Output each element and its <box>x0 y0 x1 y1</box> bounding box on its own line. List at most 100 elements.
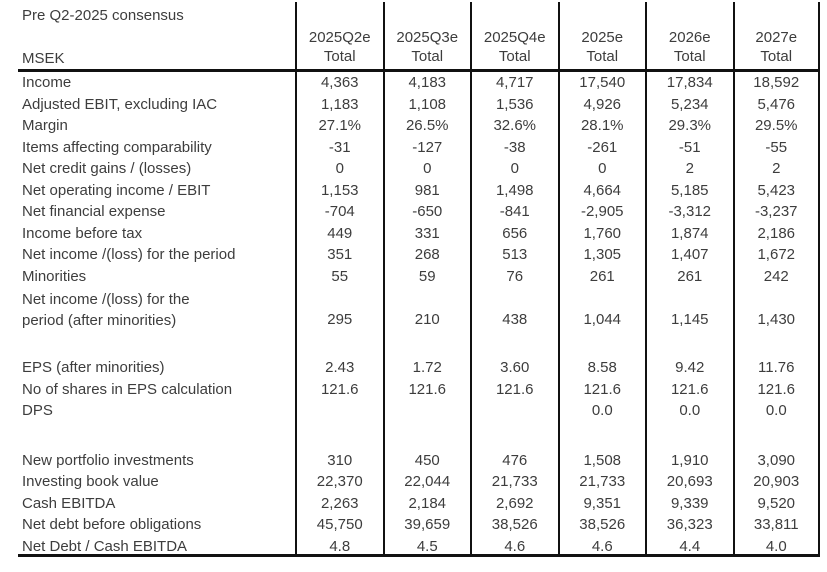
cell-value: 1,145 <box>645 287 733 331</box>
cell-value: 3.60 <box>470 357 558 379</box>
cell-value: 2,263 <box>295 492 383 514</box>
cell-value: 76 <box>470 265 558 287</box>
consensus-table: Pre Q2-2025 consensus MSEK 2025Q2e Total… <box>18 2 827 557</box>
row-label: Items affecting comparability <box>22 138 212 156</box>
cell-value: -2,905 <box>557 201 646 223</box>
cell-value: 22,370 <box>295 471 383 493</box>
table-title: Pre Q2-2025 consensus <box>22 7 184 24</box>
cell-value: -3,237 <box>732 201 820 223</box>
cell-value: 4.6 <box>557 535 645 557</box>
cell-value: 121.6 <box>557 378 646 400</box>
cell-value: 4.4 <box>645 535 733 557</box>
cell-value: 38,526 <box>557 514 646 536</box>
cell-value: 9,351 <box>557 492 646 514</box>
row-label: New portfolio investments <box>22 451 194 469</box>
cell-value: 4.8 <box>295 535 383 557</box>
cell-value <box>295 421 383 450</box>
cell-value: 438 <box>470 287 558 331</box>
table-header-label-cell: Pre Q2-2025 consensus MSEK <box>18 2 295 72</box>
column-header-2025e: 2025e Total <box>557 2 645 72</box>
cell-value: 5,476 <box>732 93 820 115</box>
cell-value: 0 <box>382 158 471 180</box>
cell-value: -55 <box>732 136 820 158</box>
column-header-2025q3e: 2025Q3e Total <box>382 2 470 72</box>
cell-value: 0 <box>557 158 646 180</box>
cell-value: 55 <box>295 265 383 287</box>
cell-value: 261 <box>557 265 646 287</box>
cell-value <box>732 331 820 357</box>
cell-value: 17,834 <box>645 72 733 94</box>
cell-value: 26.5% <box>382 115 471 137</box>
cell-value <box>645 421 733 450</box>
column-sub-label: Total <box>586 48 619 65</box>
column-sub-label: Total <box>411 48 444 65</box>
cell-value: -51 <box>645 136 733 158</box>
row-label: No of shares in EPS calculation <box>22 380 233 398</box>
cell-value <box>382 331 471 357</box>
cell-value: 21,733 <box>557 471 646 493</box>
cell-value: 2,184 <box>382 492 471 514</box>
cell-value <box>470 331 558 357</box>
cell-value: 121.6 <box>295 378 383 400</box>
row-label: Net credit gains / (losses) <box>22 160 192 177</box>
cell-value: 295 <box>295 287 383 331</box>
cell-value: 268 <box>382 244 471 266</box>
cell-value: 4,183 <box>382 72 471 94</box>
cell-value: 121.6 <box>382 378 471 400</box>
cell-value: 5,185 <box>645 179 733 201</box>
row-label: Margin <box>22 117 68 134</box>
cell-value: 310 <box>295 449 383 471</box>
column-header-2025q4e: 2025Q4e Total <box>470 2 558 72</box>
cell-value: 1,672 <box>732 244 820 266</box>
cell-value <box>557 331 646 357</box>
cell-value <box>295 331 383 357</box>
cell-value: 4.0 <box>732 535 820 557</box>
cell-value: -650 <box>382 201 471 223</box>
cell-value: -261 <box>557 136 646 158</box>
cell-value: 45,750 <box>295 514 383 536</box>
cell-value: -31 <box>295 136 383 158</box>
row-label <box>18 331 295 357</box>
cell-value: 28.1% <box>557 115 646 137</box>
column-sub-label: Total <box>760 48 793 65</box>
row-label: Net income /(loss) for the period <box>22 246 236 263</box>
cell-value: 4,664 <box>557 179 646 201</box>
cell-value: 21,733 <box>470 471 558 493</box>
cell-value: 449 <box>295 222 383 244</box>
cell-value: 121.6 <box>470 378 558 400</box>
column-period-label: 2026e <box>668 29 711 46</box>
cell-value: 261 <box>645 265 733 287</box>
cell-value: 17,540 <box>557 72 646 94</box>
row-label: Minorities <box>22 267 87 285</box>
cell-value: 29.3% <box>645 115 733 137</box>
cell-value: 210 <box>382 287 471 331</box>
cell-value: 1.72 <box>382 357 471 379</box>
cell-value: 4,717 <box>470 72 558 94</box>
cell-value: 513 <box>470 244 558 266</box>
cell-value: 20,693 <box>645 471 733 493</box>
cell-value: 59 <box>382 265 471 287</box>
cell-value: -38 <box>470 136 558 158</box>
row-label: Cash EBITDA <box>22 494 116 512</box>
cell-value: 4.5 <box>382 535 470 557</box>
cell-value: 1,498 <box>470 179 558 201</box>
cell-value: 3,090 <box>732 449 820 471</box>
cell-value: 121.6 <box>645 378 733 400</box>
cell-value: 36,323 <box>645 514 733 536</box>
cell-value: 1,508 <box>557 449 646 471</box>
column-period-label: 2025Q3e <box>396 29 459 46</box>
cell-value: 2 <box>645 158 733 180</box>
row-label: Investing book value <box>22 473 159 490</box>
column-sub-label: Total <box>673 48 706 65</box>
cell-value: 38,526 <box>470 514 558 536</box>
cell-value: 656 <box>470 222 558 244</box>
cell-value: 0 <box>470 158 558 180</box>
cell-value: 1,760 <box>557 222 646 244</box>
row-label: Net debt before obligations <box>22 516 202 533</box>
row-label: Adjusted EBIT, excluding IAC <box>22 95 218 113</box>
row-label: Net operating income / EBIT <box>22 181 211 199</box>
row-label <box>18 422 295 450</box>
cell-value: 2,186 <box>732 222 820 244</box>
cell-value: 0.0 <box>645 400 733 422</box>
